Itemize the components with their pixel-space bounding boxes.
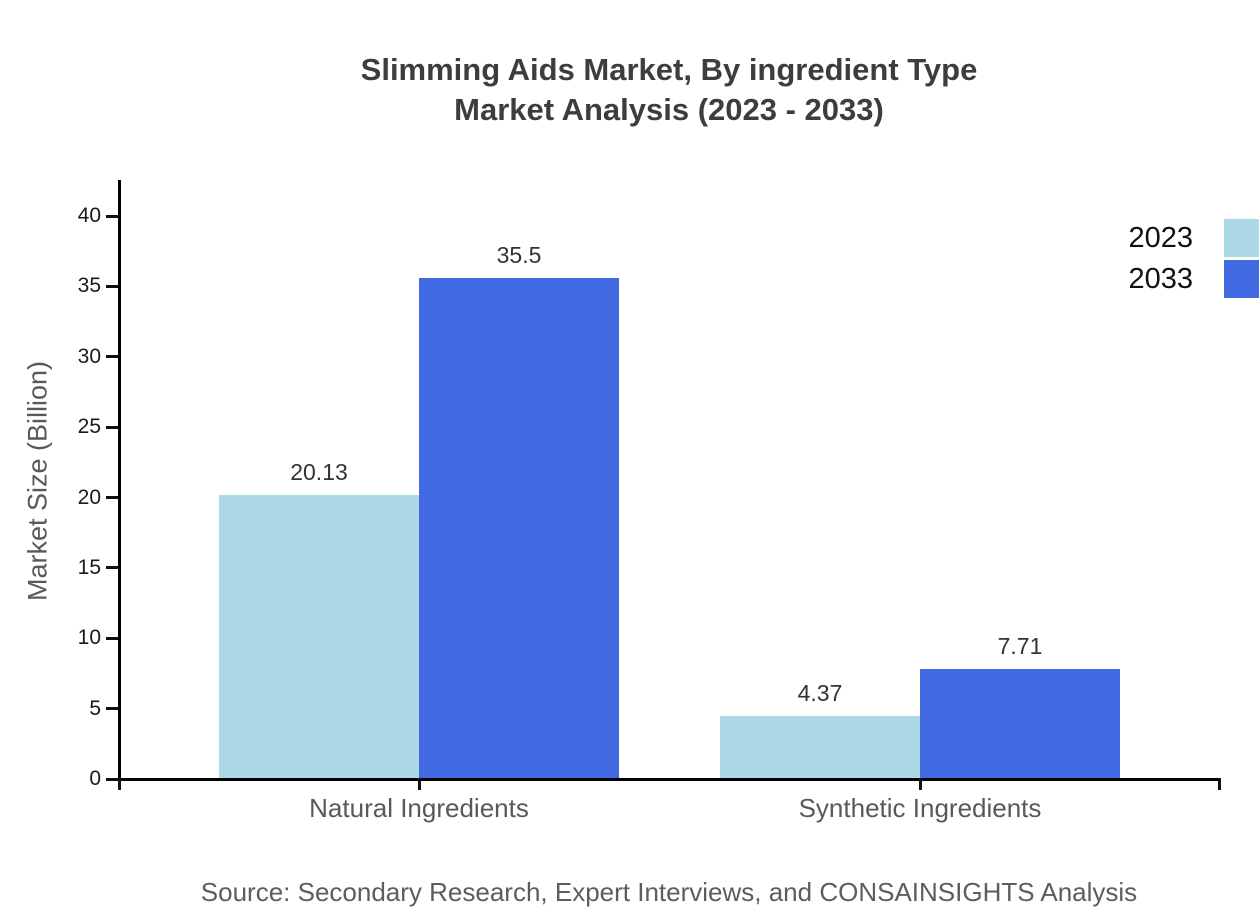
legend-row: 2033: [1040, 260, 1259, 298]
y-axis-tick: [106, 636, 118, 640]
y-axis-tick-label: 30: [77, 344, 101, 368]
x-axis-tick: [417, 778, 421, 790]
y-axis-tick-label: 35: [77, 274, 101, 298]
y-axis-tick: [106, 566, 118, 570]
legend-swatch-icon: [1224, 219, 1259, 257]
x-category-label: Synthetic Ingredients: [798, 793, 1042, 823]
chart-title-line-1: Slimming Aids Market, By ingredient Type: [360, 52, 978, 87]
y-axis-tick: [106, 425, 118, 429]
y-axis-line: [118, 180, 121, 781]
y-axis-tick: [106, 777, 118, 781]
legend-row: 2023: [1040, 219, 1259, 257]
y-axis-tick-label: 5: [89, 696, 101, 720]
x-axis-line: [118, 778, 1221, 781]
y-axis-tick: [106, 284, 118, 288]
y-axis-tick-label: 0: [89, 767, 101, 790]
y-axis-tick-label: 25: [77, 415, 101, 439]
bar-value-label: 35.5: [496, 242, 542, 268]
y-axis-tick-label: 15: [77, 555, 101, 579]
plot-area: 0 5 10 15 20 25 30 35 40 20.13 4.37 35.5 7.71 Natural…: [78, 180, 1221, 823]
legend-label: 2033: [1128, 262, 1193, 295]
y-axis-tick: [106, 214, 118, 218]
x-axis-tick: [1218, 778, 1221, 790]
x-axis-tick: [918, 778, 922, 790]
y-axis-tick-label: 40: [77, 204, 101, 227]
chart-title: Slimming Aids Market, By ingredient Type…: [169, 50, 1169, 130]
bar-2033-1: [920, 669, 1120, 778]
bar-value-label: 20.13: [290, 459, 348, 485]
bar-2033-0: [419, 278, 619, 778]
bar-2023-0: [219, 495, 419, 778]
source-note: Source: Secondary Research, Expert Inter…: [200, 877, 1138, 907]
y-axis-tick: [106, 707, 118, 711]
chart-title-line-2: Market Analysis (2023 - 2033): [454, 92, 884, 127]
legend-swatch-icon: [1224, 260, 1259, 298]
y-axis-tick-label: 20: [77, 485, 101, 509]
y-axis-tick: [106, 496, 118, 499]
bar-value-label: 4.37: [797, 680, 843, 706]
bar-value-label: 7.71: [997, 633, 1043, 659]
y-axis-tick: [106, 355, 118, 359]
x-axis-tick: [118, 778, 121, 790]
legend-label: 2023: [1128, 221, 1193, 254]
x-category-label: Natural Ingredients: [309, 793, 529, 823]
bar-2023-1: [720, 716, 920, 778]
y-axis-tick-label: 10: [77, 626, 101, 650]
